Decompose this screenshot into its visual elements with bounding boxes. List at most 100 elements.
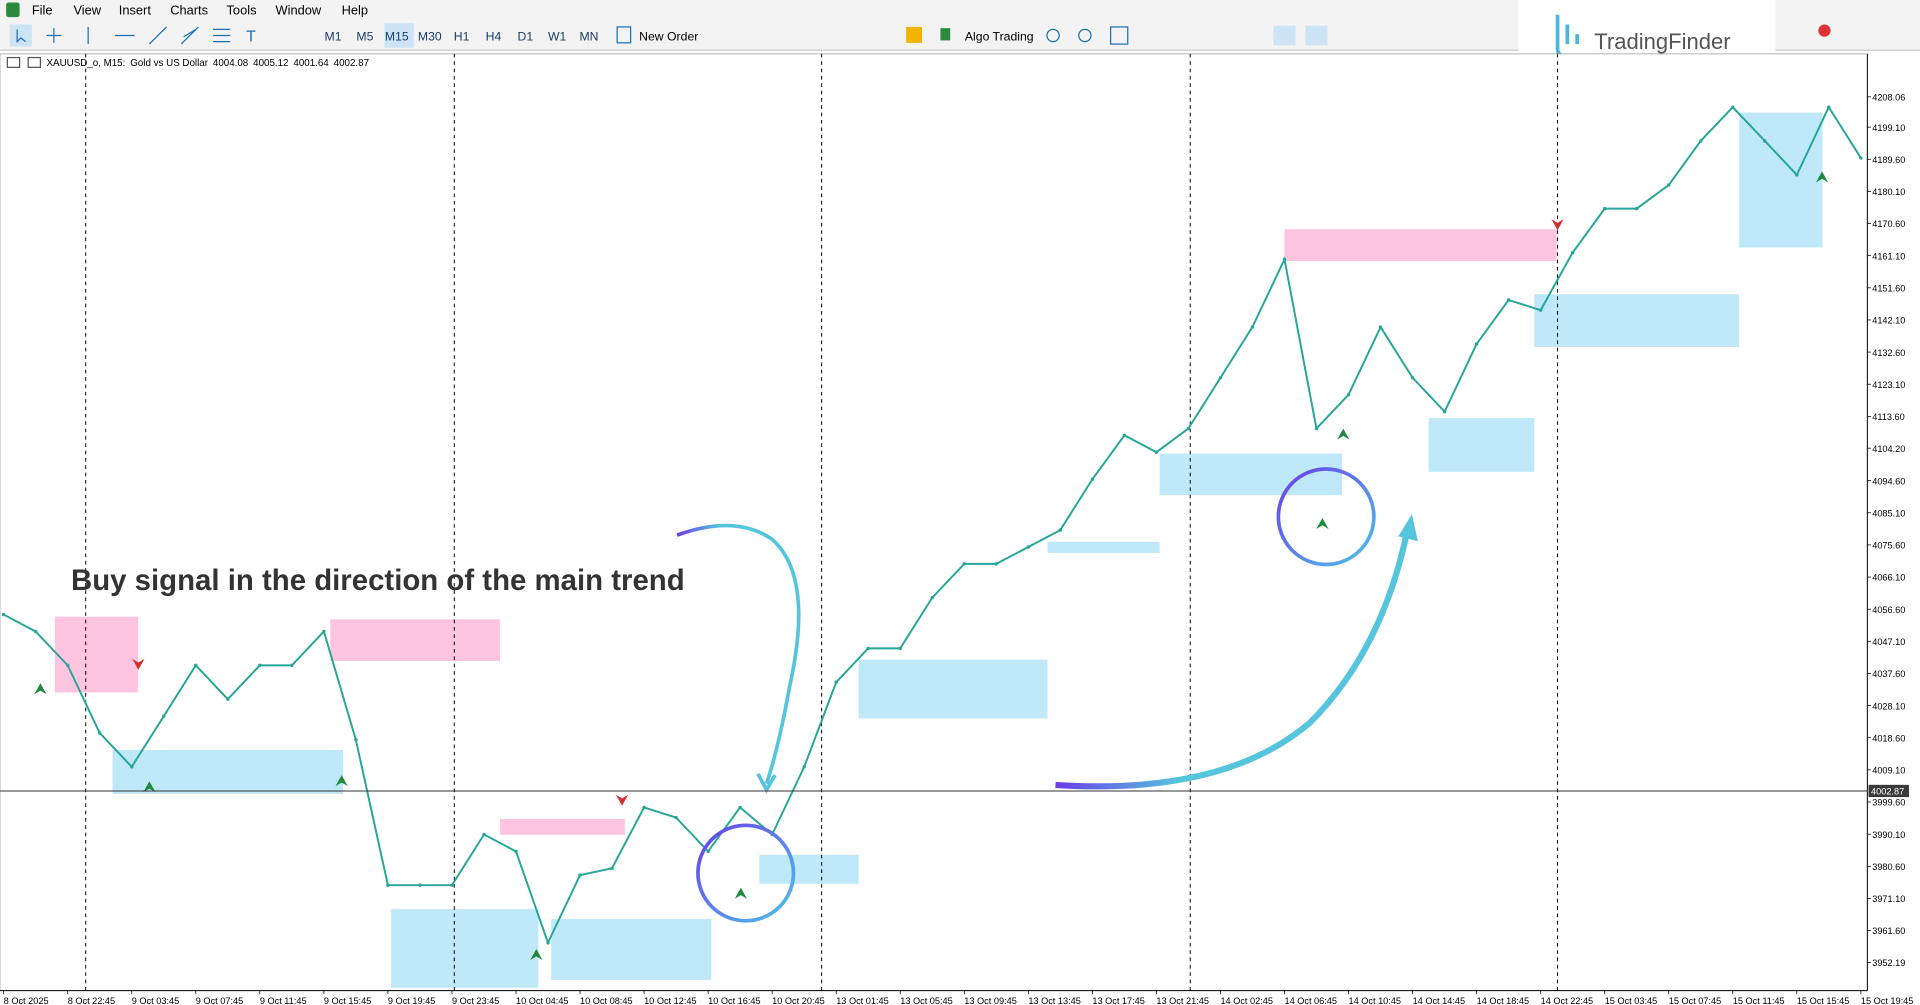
coin-icon[interactable]: [906, 26, 923, 43]
sell-signal: [132, 658, 145, 670]
cursor-tool[interactable]: [9, 24, 32, 47]
trendline-tool[interactable]: [148, 26, 167, 45]
x-tick-label: 9 Oct 19:45: [388, 996, 435, 1005]
channel-tool[interactable]: [180, 26, 199, 45]
y-tick-label: 4037.60: [1872, 669, 1905, 679]
scroll-toggle[interactable]: [1273, 25, 1296, 46]
menu-item[interactable]: Help: [342, 3, 368, 18]
fibo-tool[interactable]: [213, 28, 231, 43]
x-tick-label: 14 Oct 22:45: [1541, 996, 1594, 1005]
timeframe-button[interactable]: M15: [385, 29, 409, 43]
new-order-icon: [616, 26, 632, 44]
price-point: [1699, 139, 1703, 143]
text-tool[interactable]: T: [246, 29, 256, 46]
y-tick-label: 3952.19: [1872, 958, 1905, 968]
notification-badge[interactable]: [1818, 24, 1831, 37]
menu-bar: [0, 0, 1920, 21]
arrow-head: [1398, 514, 1418, 542]
price-point: [994, 562, 999, 566]
algo-icon: [940, 28, 951, 41]
x-tick-label: 15 Oct 03:45: [1605, 996, 1658, 1005]
zone: [391, 908, 539, 988]
signals: [34, 171, 1829, 960]
algo-trading-button[interactable]: Algo Trading: [965, 29, 1034, 43]
chart-header: XAUUSD_o, M15: Gold vs US Dollar 4004.08 40…: [6, 56, 369, 69]
zone: [1428, 418, 1535, 472]
x-tick-label: 14 Oct 18:45: [1477, 996, 1530, 1005]
price-plot: [1, 105, 1863, 946]
x-tick-label: 10 Oct 12:45: [644, 996, 697, 1005]
price-point: [1474, 342, 1479, 346]
price-point: [738, 805, 742, 810]
x-tick-label: 10 Oct 04:45: [516, 996, 569, 1005]
price-point: [546, 941, 550, 945]
buy-signal: [1316, 517, 1329, 529]
price-point: [450, 883, 454, 887]
menu-item[interactable]: View: [73, 3, 101, 18]
y-tick-label: 4161.10: [1872, 251, 1905, 261]
header-field: XAUUSD_o, M15:: [47, 58, 126, 69]
menu-item[interactable]: Tools: [227, 3, 257, 18]
timeframe-button[interactable]: M5: [356, 29, 373, 43]
menu-item[interactable]: Window: [276, 3, 322, 18]
timeframe-button[interactable]: W1: [548, 29, 567, 43]
highlight-circle: [1276, 467, 1376, 567]
timeframe-button[interactable]: H1: [454, 29, 470, 43]
price-point: [354, 738, 358, 742]
timeframe-button[interactable]: MN: [579, 29, 598, 43]
x-tick-label: 8 Oct 2025: [4, 996, 49, 1005]
y-tick-label: 4018.60: [1872, 733, 1905, 743]
price-point: [1122, 433, 1127, 438]
price-point: [386, 883, 390, 887]
menu-item[interactable]: File: [32, 3, 53, 18]
price-point: [322, 629, 326, 634]
zone: [551, 919, 712, 980]
pointer-arrow: [1055, 525, 1412, 790]
timeframe-button[interactable]: M30: [418, 29, 442, 43]
price-point: [578, 873, 582, 877]
zoom-out[interactable]: [1078, 28, 1092, 43]
x-tick-label: 9 Oct 23:45: [452, 996, 499, 1005]
timeframe-button[interactable]: H4: [486, 29, 502, 43]
pointer-arrow: [676, 523, 801, 785]
buy-signal: [335, 775, 348, 787]
price-point: [162, 714, 166, 718]
timeframe-button[interactable]: M1: [325, 29, 342, 43]
price-point: [226, 697, 230, 701]
price-point: [1602, 206, 1607, 211]
timeframe-button[interactable]: D1: [517, 29, 533, 43]
menu-item[interactable]: Insert: [119, 3, 152, 18]
y-tick-label: 4066.10: [1872, 573, 1905, 583]
zoom-in[interactable]: [1046, 28, 1060, 43]
price-point: [258, 663, 262, 668]
price-point: [866, 646, 870, 651]
crosshair-tool[interactable]: [46, 28, 62, 43]
sell-signal: [615, 794, 629, 806]
zone: [1534, 294, 1740, 348]
x-tick-label: 14 Oct 14:45: [1413, 996, 1466, 1005]
price-point: [130, 765, 134, 769]
menu-item[interactable]: Charts: [170, 3, 208, 18]
x-tick-label: 9 Oct 07:45: [196, 996, 243, 1005]
buy-signal: [1337, 428, 1350, 440]
header-icon: [27, 56, 42, 68]
y-tick-label: 4104.20: [1872, 444, 1905, 454]
y-tick-label: 3990.10: [1872, 830, 1905, 840]
y-tick-label: 4085.10: [1872, 508, 1905, 518]
tile-windows[interactable]: [1110, 26, 1129, 45]
price-point: [1827, 105, 1831, 109]
price-point: [1731, 105, 1735, 109]
price-point: [98, 731, 102, 735]
header-field: 4005.12: [253, 58, 288, 69]
x-tick-label: 14 Oct 06:45: [1284, 996, 1337, 1005]
header-field: 4001.64: [293, 58, 329, 69]
zone: [1284, 229, 1557, 262]
y-tick-label: 4113.60: [1872, 412, 1904, 422]
price-point: [418, 883, 422, 887]
price-point: [514, 849, 518, 854]
price-point: [1635, 206, 1639, 211]
chart-info: XAUUSD_o, M15: Gold vs US Dollar 4004.08 40…: [47, 58, 369, 69]
shift-toggle[interactable]: [1305, 25, 1328, 46]
new-order-button[interactable]: New Order: [639, 29, 698, 43]
